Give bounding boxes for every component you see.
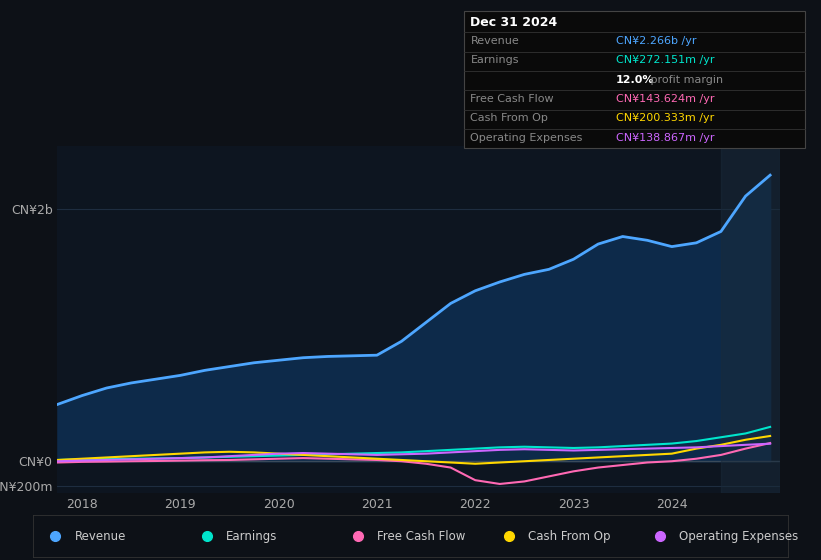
Text: CN¥200.333m /yr: CN¥200.333m /yr — [616, 114, 714, 123]
Text: CN¥138.867m /yr: CN¥138.867m /yr — [616, 133, 714, 143]
Text: profit margin: profit margin — [647, 75, 723, 85]
Text: Earnings: Earnings — [470, 55, 519, 66]
Text: Revenue: Revenue — [470, 36, 519, 46]
Text: Free Cash Flow: Free Cash Flow — [470, 94, 554, 104]
Bar — [721, 146, 780, 493]
Text: Cash From Op: Cash From Op — [470, 114, 548, 123]
Text: CN¥143.624m /yr: CN¥143.624m /yr — [616, 94, 714, 104]
Text: CN¥2.266b /yr: CN¥2.266b /yr — [616, 36, 696, 46]
Text: Earnings: Earnings — [226, 530, 277, 543]
Text: Dec 31 2024: Dec 31 2024 — [470, 16, 557, 29]
Text: Free Cash Flow: Free Cash Flow — [377, 530, 465, 543]
Text: 12.0%: 12.0% — [616, 75, 654, 85]
Text: Revenue: Revenue — [75, 530, 126, 543]
Text: CN¥272.151m /yr: CN¥272.151m /yr — [616, 55, 714, 66]
Text: Cash From Op: Cash From Op — [528, 530, 610, 543]
Text: Operating Expenses: Operating Expenses — [470, 133, 583, 143]
Text: Operating Expenses: Operating Expenses — [679, 530, 798, 543]
